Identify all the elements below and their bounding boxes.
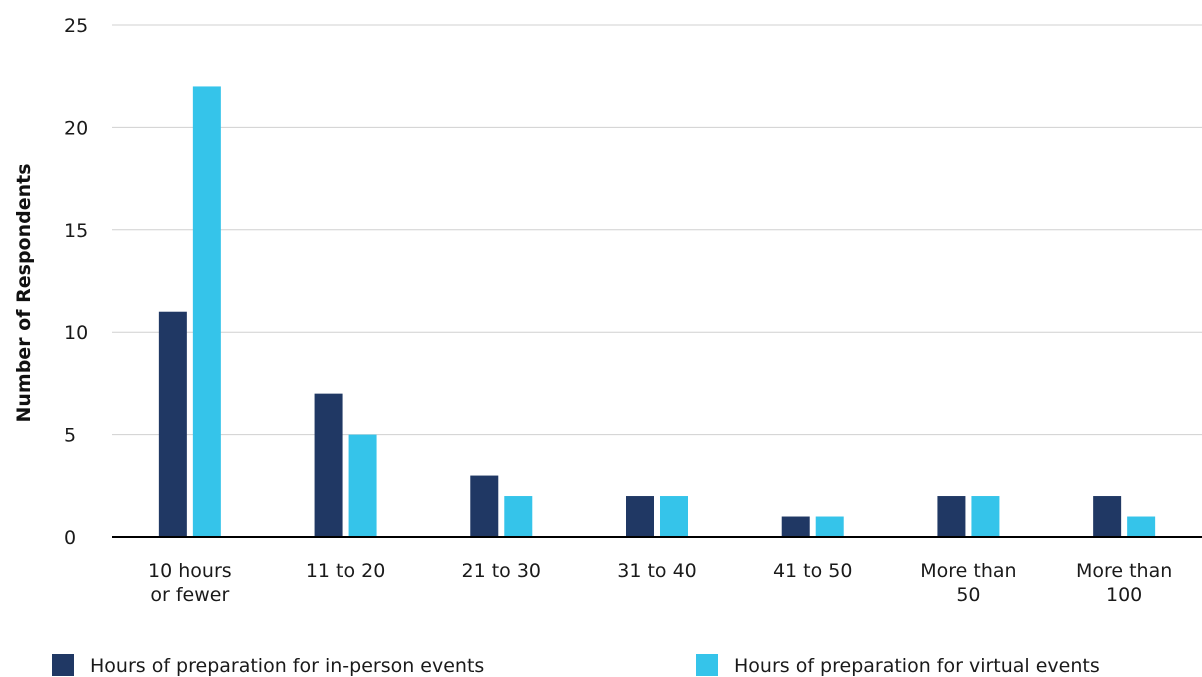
legend-label: Hours of preparation for in-person event… [90, 655, 484, 677]
y-tick-label: 15 [64, 220, 88, 242]
x-tick-label: 100 [1106, 584, 1142, 606]
y-tick-label: 5 [64, 425, 76, 447]
legend-label: Hours of preparation for virtual events [734, 655, 1100, 677]
bar-in-person [470, 475, 499, 537]
x-tick-label: 21 to 30 [462, 560, 542, 582]
bar-virtual [971, 496, 1000, 537]
bar-virtual [815, 516, 844, 537]
bar-virtual [504, 496, 533, 537]
x-tick-label: More than [920, 560, 1016, 582]
y-axis-title: Number of Respondents [13, 163, 35, 422]
bar-virtual [660, 496, 688, 537]
legend-swatch [696, 654, 718, 676]
y-tick-label: 25 [64, 15, 88, 37]
bar-in-person [937, 496, 966, 537]
bar-virtual [1127, 516, 1156, 537]
x-tick-label: or fewer [150, 584, 229, 606]
bar-in-person [781, 516, 810, 537]
x-tick-label: More than [1076, 560, 1172, 582]
x-tick-label: 10 hours [148, 560, 232, 582]
x-tick-label: 41 to 50 [773, 560, 853, 582]
x-tick-label: 50 [956, 584, 980, 606]
x-tick-label: 31 to 40 [617, 560, 697, 582]
y-tick-label: 10 [64, 322, 88, 344]
y-tick-label: 20 [64, 117, 88, 139]
x-tick-label: 11 to 20 [306, 560, 386, 582]
legend-swatch [52, 654, 74, 676]
bar-virtual [348, 434, 377, 537]
bar-in-person [626, 496, 654, 537]
bar-in-person [1093, 496, 1122, 537]
bar-virtual [192, 86, 221, 537]
bar-in-person [314, 393, 343, 537]
y-tick-label: 0 [64, 527, 76, 549]
bar-in-person [158, 311, 187, 537]
